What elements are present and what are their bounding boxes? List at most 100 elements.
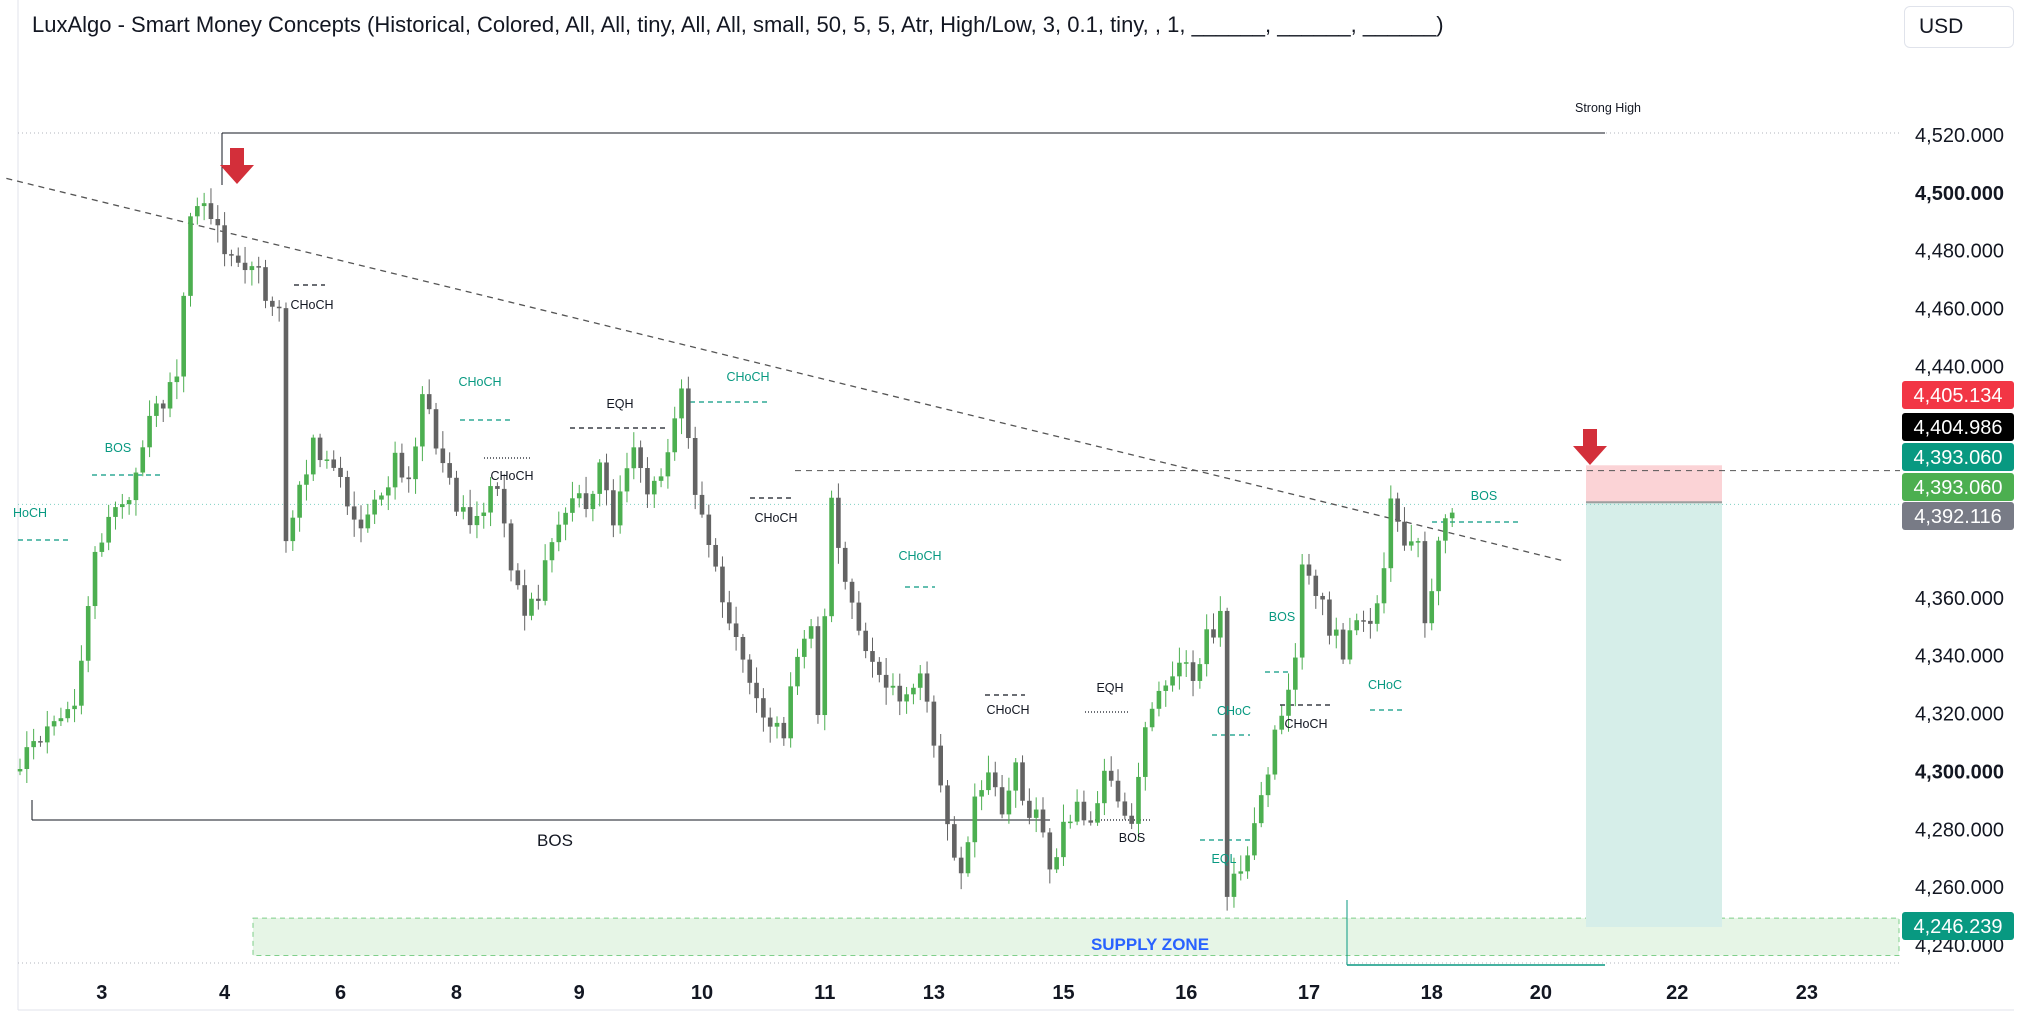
candle-body [1061,821,1066,858]
candle-body [883,674,889,688]
candle-body [263,267,268,301]
price-label-bg [1902,381,2014,409]
candle-body [351,506,357,520]
candle-body [651,480,657,495]
candle-body [795,656,800,687]
candle-body [113,507,118,517]
candle-body [863,630,868,652]
candle-body [597,462,602,494]
candle-body [290,517,296,542]
y-axis-tick-label: 4,280.000 [1915,819,2004,841]
candle-body [924,673,930,702]
candle-body [1081,801,1087,821]
structure-label: CHoC [1217,704,1251,718]
candle-body [665,452,671,477]
price-label-text: 4,393.060 [1914,447,2003,469]
candle-body [85,606,91,661]
candle-body [1129,815,1134,824]
price-label-badge: 4,246.239 [1902,912,2014,940]
candle-body [529,598,534,616]
candle-body [767,717,773,727]
stop-loss-zone [1586,465,1722,503]
price-label-badge: 4,393.060 [1902,443,2014,471]
y-axis-tick-label: 4,500.000 [1915,183,2004,205]
candle-body [413,446,418,480]
sell-arrow-head [220,165,254,184]
candle-body [952,824,957,858]
candle-body [1163,685,1169,691]
candle-body [1047,832,1053,870]
candle-body [1238,871,1244,874]
y-axis-tick-label: 4,480.000 [1915,241,2004,263]
candle-body [467,507,473,526]
candle-body [740,636,746,660]
candle-body [1177,662,1182,677]
x-axis-tick-label: 18 [1421,982,1443,1004]
candle-body [999,787,1005,815]
candle-body [726,602,732,624]
structure-label: BOS [537,831,573,850]
candle-body [576,493,582,499]
x-axis-tick-label: 6 [335,982,346,1004]
candle-body [542,560,548,601]
candle-body [1074,801,1080,822]
sell-arrow-icon [220,148,254,184]
candle-body [1006,790,1012,815]
candle-body [1204,629,1209,665]
structure-label: CHoCH [490,469,533,483]
candle-body [181,295,186,377]
y-axis-tick-label: 4,260.000 [1915,877,2004,899]
candle-body [1299,564,1305,658]
candle-body [65,709,71,719]
candle-body [658,476,664,481]
candle-body [1272,729,1278,775]
y-axis-tick-label: 4,340.000 [1915,646,2004,668]
candle-body [733,623,739,637]
candle-body [617,491,623,526]
currency-selector[interactable]: USD [1904,6,2014,48]
candle-body [447,463,452,478]
candle-body [590,493,596,510]
candle-body [1245,855,1250,872]
candle-body [522,585,527,616]
y-axis-tick-label: 4,440.000 [1915,356,2004,378]
candle-body [1354,620,1360,631]
candle-body [160,403,166,409]
candle-body [276,306,282,309]
candle-body [713,544,718,567]
y-axis-tick-label: 4,460.000 [1915,299,2004,321]
candle-body [1258,795,1264,824]
candle-body [1122,801,1128,816]
candle-body [1020,762,1025,801]
x-axis-tick-label: 8 [451,982,462,1004]
candle-body [1313,575,1319,596]
candle-body [215,218,221,226]
price-label-text: 4,393.060 [1914,477,2003,499]
candle-body [911,687,916,695]
candle-body [972,796,978,843]
candle-body [1102,770,1107,804]
candle-body [1361,620,1366,622]
candle-body [1054,857,1059,870]
candle-body [392,452,398,488]
candle-body [1388,498,1394,569]
candle-body [345,476,350,507]
candle-body [1449,512,1455,519]
candle-body [508,523,514,571]
candle-body [133,472,139,501]
candle-body [1067,821,1073,824]
candle-body [270,300,275,307]
candle-body [1368,620,1373,624]
candle-body [1252,823,1257,856]
candle-body [1218,610,1223,638]
candle-body [699,494,705,515]
structure-label: CHoC [1368,678,1402,692]
candle-body [420,394,425,447]
candle-body [99,542,105,552]
candle-body [58,718,64,722]
structure-label: BOS [1119,831,1145,845]
candle-body [1040,809,1046,833]
x-axis-tick-label: 15 [1052,982,1074,1004]
